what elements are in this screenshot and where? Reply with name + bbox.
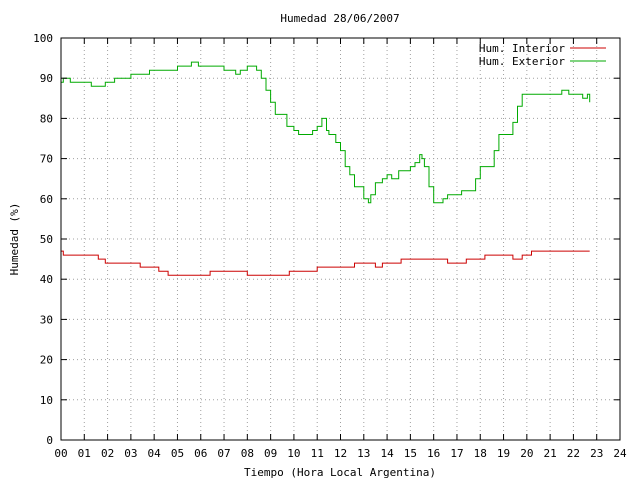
y-tick-label: 70 [40, 153, 53, 166]
y-tick-label: 90 [40, 72, 53, 85]
x-tick-label: 15 [404, 447, 417, 460]
x-tick-label: 07 [217, 447, 230, 460]
x-tick-label: 03 [124, 447, 137, 460]
x-tick-label: 04 [148, 447, 162, 460]
x-tick-label: 16 [427, 447, 440, 460]
x-tick-label: 21 [544, 447, 557, 460]
y-tick-label: 10 [40, 394, 53, 407]
x-tick-label: 01 [78, 447, 91, 460]
x-tick-label: 05 [171, 447, 184, 460]
series-line-hum-exterior [61, 61, 591, 204]
x-tick-label: 20 [520, 447, 533, 460]
tick-layer [60, 37, 621, 441]
x-tick-label: 14 [380, 447, 394, 460]
series-layer [61, 61, 591, 276]
x-tick-label: 22 [567, 447, 580, 460]
x-tick-label: 19 [497, 447, 510, 460]
x-tick-label: 08 [241, 447, 254, 460]
y-tick-label: 60 [40, 193, 53, 206]
y-tick-label: 100 [33, 32, 53, 45]
x-tick-label: 10 [287, 447, 300, 460]
y-axis-label: Humedad (%) [8, 203, 21, 276]
x-axis-label: Tiempo (Hora Local Argentina) [244, 466, 436, 479]
x-tick-label: 00 [54, 447, 67, 460]
y-tick-label: 40 [40, 273, 53, 286]
x-tick-label: 02 [101, 447, 114, 460]
chart-title: Humedad 28/06/2007 [280, 12, 399, 25]
x-tick-label: 13 [357, 447, 370, 460]
y-tick-label: 50 [40, 233, 53, 246]
x-tick-label: 06 [194, 447, 207, 460]
x-tick-label: 23 [590, 447, 603, 460]
grid [61, 38, 620, 440]
x-tick-label: 09 [264, 447, 277, 460]
x-tick-label: 12 [334, 447, 347, 460]
x-tick-label: 18 [474, 447, 487, 460]
y-tick-label: 80 [40, 112, 53, 125]
x-tick-label: 17 [450, 447, 463, 460]
y-tick-label: 20 [40, 354, 53, 367]
x-tick-label: 11 [311, 447, 324, 460]
y-tick-label: 30 [40, 313, 53, 326]
x-tick-label: 24 [613, 447, 627, 460]
tick-label-layer: 00 01 02 03 04 05 06 07 08 09 10 11 12 13 14 15 16 17 18 19… [33, 32, 627, 460]
series-line-hum-interior [61, 250, 590, 276]
legend-label-hum-exterior: Hum. Exterior [479, 55, 565, 68]
legend-label-hum-interior: Hum. Interior [479, 42, 565, 55]
y-tick-label: 0 [46, 434, 53, 447]
